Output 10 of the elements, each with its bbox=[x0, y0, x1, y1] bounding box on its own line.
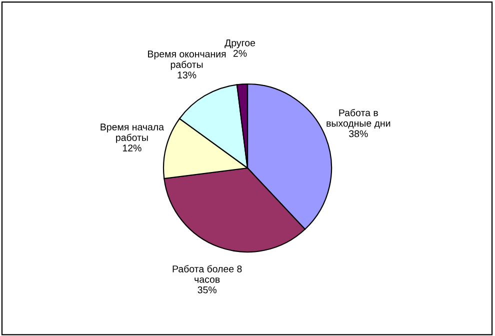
slice-label: Другое bbox=[224, 40, 256, 48]
slice-label: Работа более 8 часов bbox=[172, 265, 242, 283]
slice-label: Время окончания работы bbox=[148, 50, 226, 70]
data-label: 35% bbox=[198, 286, 216, 294]
data-label: 38% bbox=[349, 130, 368, 138]
data-label: 13% bbox=[178, 72, 196, 78]
slice-label: Время начала работы bbox=[100, 124, 164, 143]
data-label: 12% bbox=[122, 144, 142, 152]
slice-label: Работа в выходные дни bbox=[326, 109, 390, 129]
data-label: 2% bbox=[233, 50, 247, 57]
